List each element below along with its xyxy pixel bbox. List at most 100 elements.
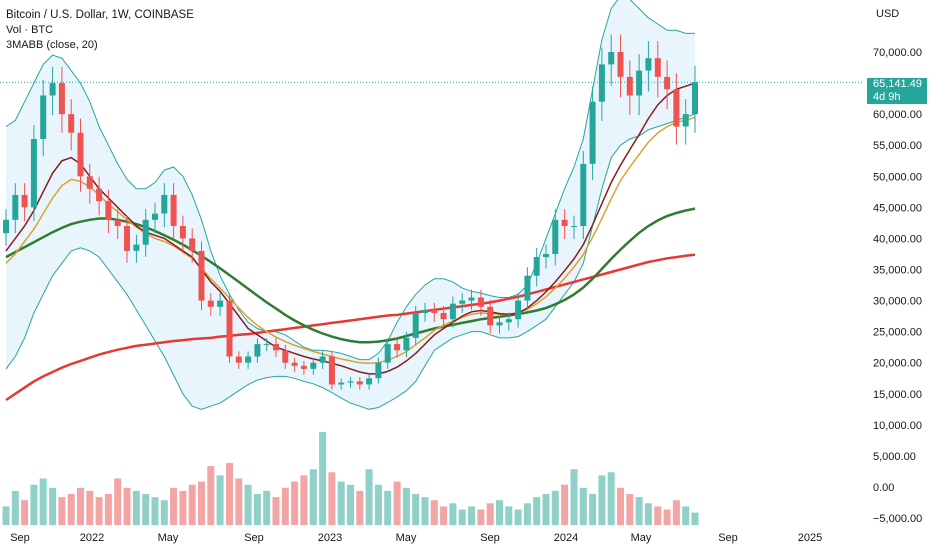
symbol-title[interactable]: Bitcoin / U.S. Dollar, 1W, COINBASE [6, 9, 194, 21]
volume-legend[interactable]: Vol · BTC [6, 24, 54, 36]
volume-bar [216, 475, 224, 525]
candle-body [692, 82, 698, 115]
volume-bar [39, 478, 47, 525]
volume-bar [226, 463, 233, 525]
volume-bar [663, 509, 671, 525]
candle-body [431, 309, 438, 313]
volume-bars [2, 432, 699, 525]
candle-body [133, 244, 140, 251]
price-axis[interactable]: 70,000.0065,000.0060,000.0055,000.0050,0… [873, 47, 922, 525]
ma200-line [5, 253, 696, 402]
volume-bar [160, 500, 168, 525]
candle-body [449, 303, 456, 320]
candle-body [487, 306, 494, 326]
y-tick-label: 60,000.00 [873, 109, 922, 121]
y-tick-label: 25,000.00 [873, 327, 922, 339]
volume-bar [253, 494, 261, 525]
volume-bar [542, 494, 550, 525]
candle-body [207, 300, 214, 307]
volume-bar [114, 478, 122, 525]
volume-bar [551, 490, 559, 525]
volume-bar [458, 509, 466, 525]
candle-body [664, 76, 671, 90]
volume-bar [151, 497, 159, 525]
candle-body [142, 219, 149, 245]
candle-body [49, 83, 56, 96]
x-tick-label: 2023 [318, 532, 342, 544]
moving-average-lines [5, 82, 696, 402]
volume-bar [95, 497, 103, 525]
volume-bar [309, 469, 317, 525]
volume-bar [58, 497, 66, 525]
volume-bar [384, 490, 392, 525]
candle-body [626, 76, 633, 96]
volume-bar [440, 506, 448, 525]
volume-bar [617, 487, 624, 525]
y-tick-label: 0.00 [873, 482, 894, 494]
indicator-legend[interactable]: 3MABB (close, 20) [6, 39, 98, 51]
volume-bar [477, 509, 485, 525]
volume-bar [67, 494, 75, 525]
volume-bar [598, 475, 606, 525]
bollinger-band [5, 0, 696, 410]
candle-body [245, 356, 252, 363]
candle-body [366, 378, 373, 385]
candle-body [300, 365, 307, 369]
candle-body [3, 219, 9, 234]
candle-body [282, 350, 289, 363]
candle-body [654, 58, 661, 77]
x-tick-label: 2024 [554, 532, 578, 544]
ma20-alt-line [5, 116, 696, 365]
candle-body [319, 356, 326, 363]
y-tick-label: 20,000.00 [873, 358, 922, 370]
y-tick-label: 40,000.00 [873, 233, 922, 245]
candle-body [68, 114, 75, 133]
volume-bar [30, 484, 38, 525]
volume-bar [654, 506, 662, 525]
x-tick-label: Sep [480, 532, 500, 544]
time-axis[interactable]: Sep 2022 May Sep 2023 May Sep 2024 May Sep 2025 [10, 532, 822, 544]
volume-bar [579, 487, 587, 525]
volume-bar [412, 494, 420, 525]
currency-label[interactable]: USD [876, 8, 900, 20]
volume-bar [393, 481, 401, 525]
candle-body [77, 132, 84, 177]
volume-bar [235, 478, 243, 525]
volume-bar [365, 469, 373, 525]
volume-bar [356, 490, 364, 525]
candle-body [524, 275, 531, 301]
volume-bar [449, 503, 457, 525]
candle-body [310, 362, 317, 369]
candle-body [40, 95, 47, 139]
candle-body [21, 194, 28, 208]
volume-bar [533, 497, 541, 525]
candle-body [328, 356, 335, 385]
candle-body [226, 300, 233, 357]
candle-body [375, 362, 382, 379]
x-tick-label: 2025 [798, 532, 822, 544]
candle-body [105, 201, 112, 220]
volume-bar [468, 506, 475, 525]
y-tick-label: 35,000.00 [873, 265, 922, 277]
candle-body [114, 219, 121, 226]
volume-bar [244, 484, 252, 525]
volume-bar [179, 490, 187, 525]
volume-bar [644, 503, 652, 525]
volume-bar [21, 500, 29, 525]
candle-body [589, 101, 596, 164]
volume-bar [198, 481, 205, 525]
candle-body [580, 163, 587, 226]
volume-bar [691, 512, 699, 525]
volume-bar [11, 490, 19, 525]
volume-bar [374, 484, 382, 525]
x-tick-label: May [158, 532, 179, 544]
volume-bar [337, 481, 345, 525]
candle-body [543, 254, 549, 258]
candle-body [682, 114, 689, 127]
band-upper-line [5, 0, 695, 361]
candle-body [161, 194, 168, 214]
candle-body [152, 213, 158, 220]
y-tick-label: 30,000.00 [873, 296, 922, 308]
candle-body [189, 238, 196, 251]
